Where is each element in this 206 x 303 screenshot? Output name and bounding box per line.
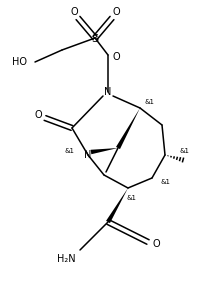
Text: &1: &1 — [179, 148, 189, 154]
Text: N: N — [84, 150, 91, 160]
Polygon shape — [105, 188, 127, 223]
Text: HO: HO — [12, 57, 27, 67]
Polygon shape — [116, 108, 139, 149]
Text: &1: &1 — [160, 179, 170, 185]
Text: H₂N: H₂N — [56, 254, 75, 264]
Text: N: N — [104, 87, 111, 97]
Polygon shape — [90, 148, 117, 154]
Text: O: O — [34, 110, 42, 120]
Text: O: O — [70, 7, 77, 17]
Text: O: O — [112, 7, 119, 17]
Text: &1: &1 — [65, 148, 75, 154]
Text: O: O — [112, 52, 119, 62]
Text: S: S — [91, 34, 98, 44]
Text: O: O — [151, 239, 159, 249]
Text: &1: &1 — [144, 99, 154, 105]
Text: &1: &1 — [126, 195, 136, 201]
